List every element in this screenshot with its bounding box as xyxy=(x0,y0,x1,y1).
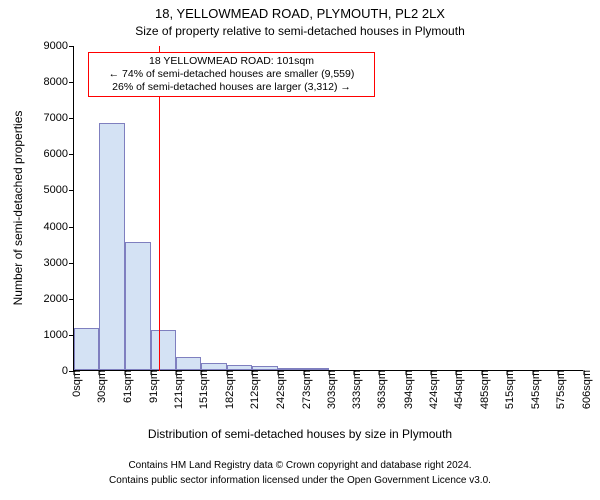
histogram-bar xyxy=(176,357,201,370)
x-tick-mark xyxy=(201,370,202,375)
y-tick-mark xyxy=(69,263,74,264)
x-tick-mark xyxy=(99,370,100,375)
x-tick-mark xyxy=(456,370,457,375)
x-tick-mark xyxy=(354,370,355,375)
x-tick-label: 242sqm xyxy=(269,370,287,409)
x-tick-label: 121sqm xyxy=(167,370,185,409)
x-tick-label: 273sqm xyxy=(295,370,313,409)
x-tick-label: 424sqm xyxy=(422,370,440,409)
y-tick-mark xyxy=(69,46,74,47)
x-tick-label: 575sqm xyxy=(549,370,567,409)
x-tick-mark xyxy=(557,370,558,375)
footer-line-1: Contains HM Land Registry data © Crown c… xyxy=(0,460,600,471)
annotation-line-1: 18 YELLOWMEAD ROAD: 101sqm xyxy=(89,55,374,68)
x-tick-label: 515sqm xyxy=(498,370,516,409)
y-tick-mark xyxy=(69,118,74,119)
annotation-box: 18 YELLOWMEAD ROAD: 101sqm ← 74% of semi… xyxy=(88,52,375,97)
x-tick-mark xyxy=(329,370,330,375)
x-tick-label: 151sqm xyxy=(192,370,210,409)
x-tick-mark xyxy=(277,370,278,375)
chart-figure: 18, YELLOWMEAD ROAD, PLYMOUTH, PL2 2LX S… xyxy=(0,0,600,500)
x-tick-mark xyxy=(482,370,483,375)
x-tick-label: 606sqm xyxy=(575,370,593,409)
x-tick-mark xyxy=(74,370,75,375)
x-tick-mark xyxy=(175,370,176,375)
x-tick-mark xyxy=(379,370,380,375)
x-tick-mark xyxy=(430,370,431,375)
x-tick-mark xyxy=(405,370,406,375)
histogram-bar xyxy=(201,363,227,370)
x-tick-label: 394sqm xyxy=(397,370,415,409)
chart-title-main: 18, YELLOWMEAD ROAD, PLYMOUTH, PL2 2LX xyxy=(0,6,600,21)
chart-title-sub: Size of property relative to semi-detach… xyxy=(0,24,600,38)
histogram-bar xyxy=(74,328,99,370)
x-tick-label: 333sqm xyxy=(345,370,363,409)
annotation-line-2: ← 74% of semi-detached houses are smalle… xyxy=(89,68,374,81)
x-tick-mark xyxy=(150,370,151,375)
x-tick-label: 545sqm xyxy=(524,370,542,409)
x-tick-mark xyxy=(227,370,228,375)
x-tick-mark xyxy=(125,370,126,375)
histogram-bar xyxy=(151,330,176,370)
x-tick-mark xyxy=(252,370,253,375)
x-tick-mark xyxy=(584,370,585,375)
x-tick-label: 182sqm xyxy=(218,370,236,409)
y-axis-label: Number of semi-detached properties xyxy=(11,111,25,306)
x-tick-label: 303sqm xyxy=(320,370,338,409)
x-tick-mark xyxy=(532,370,533,375)
histogram-bar xyxy=(99,123,125,370)
annotation-line-3: 26% of semi-detached houses are larger (… xyxy=(89,81,374,94)
x-tick-label: 485sqm xyxy=(473,370,491,409)
x-tick-mark xyxy=(507,370,508,375)
y-tick-mark xyxy=(69,335,74,336)
x-tick-label: 363sqm xyxy=(370,370,388,409)
x-tick-label: 212sqm xyxy=(243,370,261,409)
y-tick-mark xyxy=(69,154,74,155)
x-tick-label: 454sqm xyxy=(447,370,465,409)
y-tick-mark xyxy=(69,82,74,83)
histogram-bar xyxy=(125,242,150,370)
y-tick-mark xyxy=(69,190,74,191)
x-axis-label: Distribution of semi-detached houses by … xyxy=(0,427,600,441)
x-tick-mark xyxy=(303,370,304,375)
y-tick-mark xyxy=(69,299,74,300)
y-tick-mark xyxy=(69,227,74,228)
footer-line-2: Contains public sector information licen… xyxy=(0,475,600,486)
